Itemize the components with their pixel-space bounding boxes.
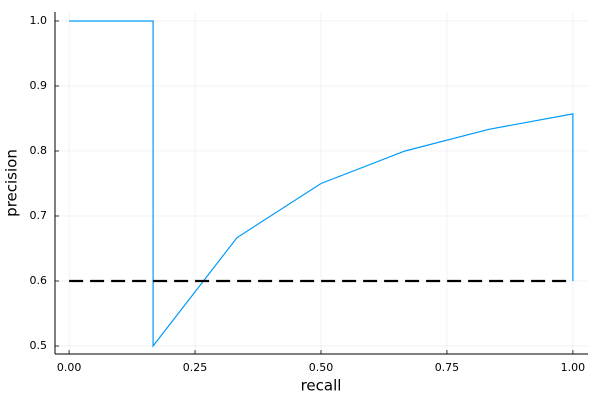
y-tick-label: 0.9 (30, 79, 48, 92)
series-line (69, 20, 574, 348)
y-tick-label: 1.0 (30, 14, 48, 27)
x-tick-label: 1.00 (561, 361, 586, 374)
y-axis-title: precision (3, 149, 21, 217)
x-tick-label: 0.00 (57, 361, 82, 374)
x-axis-title: recall (301, 377, 342, 395)
y-tick-label: 0.8 (30, 144, 48, 157)
x-tick-label: 0.50 (309, 361, 334, 374)
x-tick-label: 0.75 (435, 361, 460, 374)
y-tick-label: 0.5 (30, 339, 48, 352)
x-tick-label: 0.25 (183, 361, 208, 374)
y-tick-label: 0.6 (30, 274, 48, 287)
y-tick-label: 0.7 (30, 209, 48, 222)
